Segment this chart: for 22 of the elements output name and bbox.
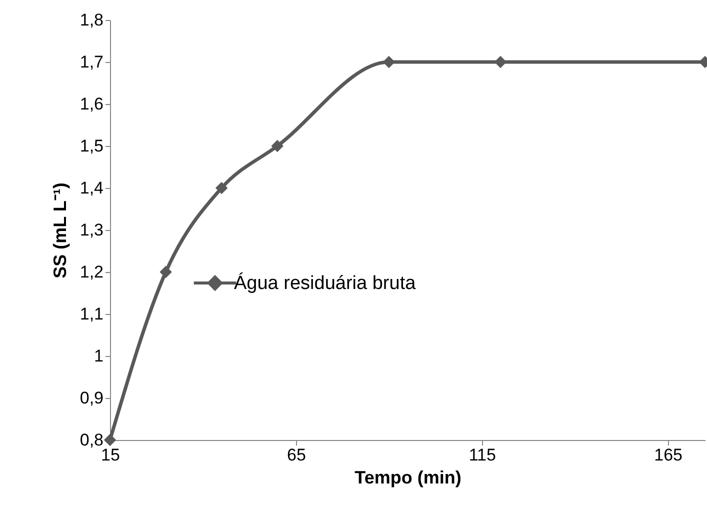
y-tick-label: 1,8 — [80, 10, 104, 30]
y-tick-label: 0,8 — [80, 430, 104, 450]
point — [271, 140, 284, 152]
y-tick-label: 1,4 — [80, 178, 104, 198]
point — [104, 434, 116, 446]
y-tick-label: 1,5 — [80, 136, 104, 156]
y-tick-label: 1,2 — [80, 262, 104, 282]
y-tick-label: 1,3 — [80, 220, 104, 240]
x-tick-label: 115 — [468, 446, 496, 464]
point — [160, 266, 172, 278]
y-tick-label: 1,7 — [80, 52, 104, 72]
y-tick-label: 1,1 — [80, 304, 104, 324]
x-axis-title: Tempo (min) — [354, 468, 462, 488]
legend-label: Água residuária bruta — [234, 272, 416, 294]
y-axis-title: SS (mL L⁻¹) — [50, 182, 70, 278]
y-tick-label: 1 — [94, 346, 104, 366]
y-tick-label: 0,9 — [80, 388, 104, 408]
point — [215, 182, 228, 194]
x-tick-label: 65 — [286, 446, 306, 464]
y-tick-label: 1,6 — [80, 94, 104, 114]
x-tick-label: 15 — [101, 446, 120, 464]
x-tick-label: 165 — [654, 446, 682, 464]
